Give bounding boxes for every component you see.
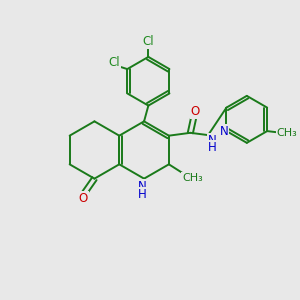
- Text: Cl: Cl: [109, 56, 121, 69]
- Text: CH₃: CH₃: [277, 128, 298, 137]
- Text: N: N: [208, 134, 217, 147]
- Text: O: O: [78, 192, 88, 205]
- Text: N: N: [138, 180, 147, 193]
- Text: N: N: [220, 124, 229, 138]
- Text: H: H: [138, 188, 147, 201]
- Text: CH₃: CH₃: [182, 173, 203, 183]
- Text: O: O: [190, 105, 200, 119]
- Text: Cl: Cl: [142, 35, 154, 48]
- Text: H: H: [208, 141, 217, 154]
